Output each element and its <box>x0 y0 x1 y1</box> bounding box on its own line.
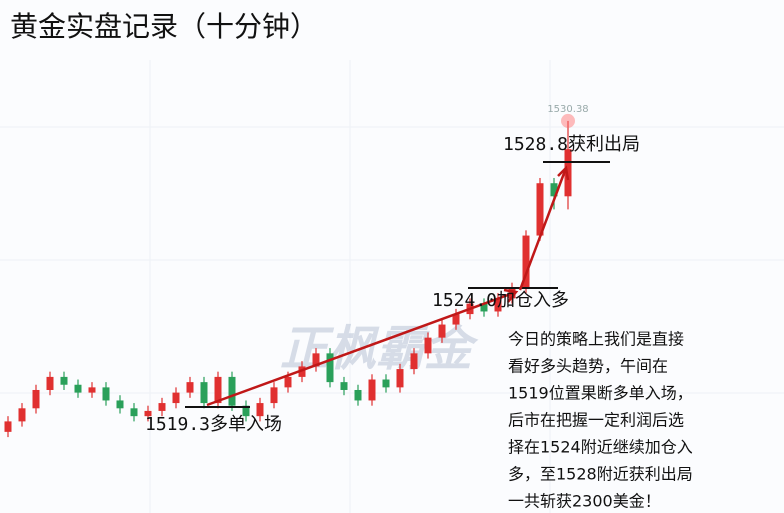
candle-body <box>256 403 264 417</box>
annotation: 1524.0加仓入多 <box>432 290 569 311</box>
candle-body <box>550 183 558 197</box>
max-label: 1530.38 <box>547 104 588 115</box>
note-line: 多，至1528附近获利出局 <box>508 465 693 484</box>
note-line: 1519位置果断多单入场， <box>508 384 693 403</box>
max-glow <box>561 113 575 128</box>
candle-body <box>494 298 502 312</box>
candle-body <box>354 389 362 401</box>
candle-body <box>144 410 152 417</box>
candle-body <box>4 421 12 432</box>
candle-body <box>228 376 236 406</box>
candle-body <box>46 376 54 390</box>
candle-body <box>88 387 96 393</box>
candle-body <box>284 376 292 388</box>
candle-body <box>116 400 124 409</box>
candle-body <box>438 324 446 338</box>
candle-body <box>326 353 334 383</box>
candle-body <box>312 353 320 367</box>
candle-body <box>368 379 376 401</box>
candle-body <box>172 392 180 404</box>
candle-body <box>200 382 208 404</box>
candle-body <box>382 379 390 388</box>
candle-body <box>270 387 278 404</box>
candle-body <box>102 387 110 401</box>
level-lines <box>185 161 610 408</box>
grid <box>0 60 784 513</box>
candle-body <box>298 366 306 377</box>
candle-body <box>74 384 82 393</box>
candles: 1530.38 <box>4 104 589 438</box>
candle-body <box>158 403 166 411</box>
candle-body <box>536 183 544 236</box>
candle-body <box>452 314 460 325</box>
watermark: 正枫霸金 <box>280 321 479 377</box>
chart-title: 黄金实盘记录（十分钟） <box>10 10 318 43</box>
candle-body <box>480 303 488 312</box>
candle-body <box>410 353 418 370</box>
candle-body <box>130 408 138 417</box>
annotation: 1519.3多单入场 <box>145 414 282 435</box>
candle-body <box>340 382 348 390</box>
note-line: 今日的策略上我们是直接 <box>508 330 684 349</box>
candle-body <box>186 382 194 393</box>
candle-body <box>424 337 432 354</box>
candle-body <box>522 235 530 288</box>
trade-arrows <box>206 165 570 407</box>
note-line: 看好多头趋势，午间在 <box>508 357 668 376</box>
candle-body <box>242 405 250 417</box>
note-line: 后市在把握一定利润后选 <box>508 411 684 430</box>
annotation: 1528.8获利出局 <box>503 134 640 155</box>
note-line: 择在1524附近继续加仓入 <box>508 438 693 457</box>
candle-body <box>214 376 222 404</box>
candle-body <box>18 408 26 422</box>
candle-body <box>60 376 68 385</box>
candle-body <box>396 369 404 388</box>
candle-body <box>32 389 40 409</box>
note-line: 一共斩获2300美金！ <box>508 492 661 511</box>
